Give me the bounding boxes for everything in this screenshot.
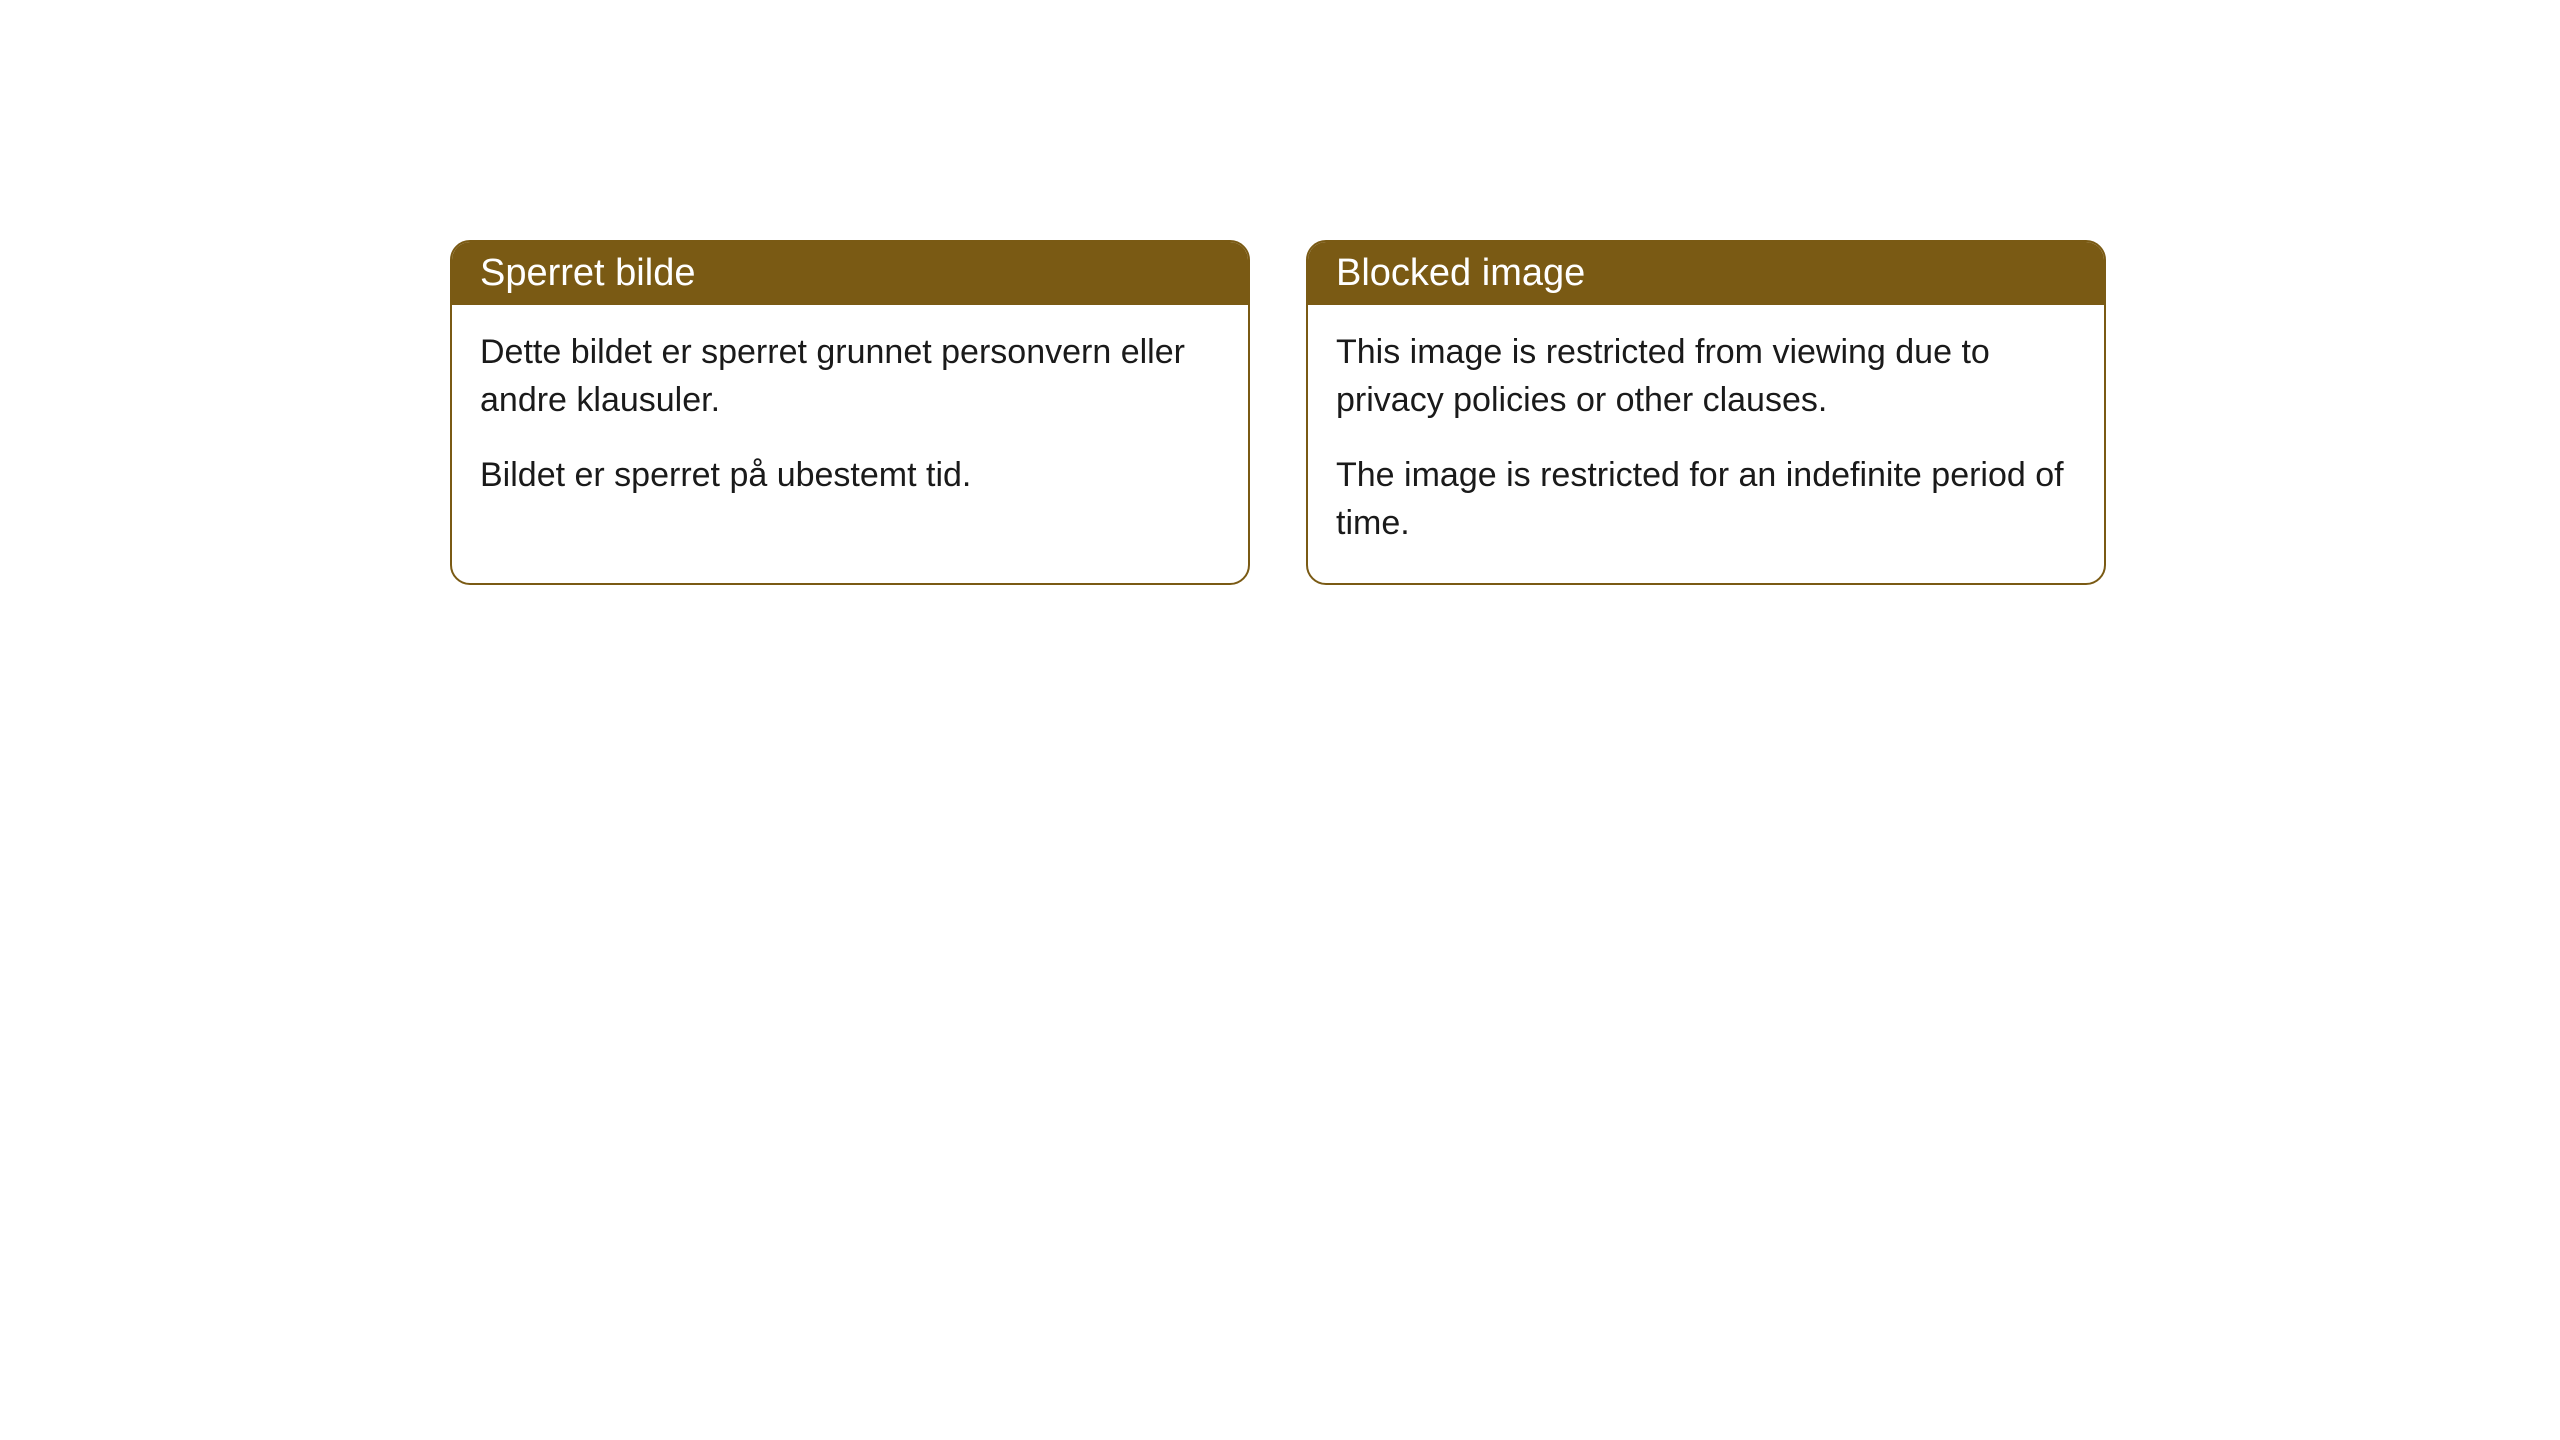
blocked-image-card-norwegian: Sperret bilde Dette bildet er sperret gr… — [450, 240, 1250, 585]
card-title-norwegian: Sperret bilde — [480, 252, 695, 294]
card-paragraph-norwegian-2: Bildet er sperret på ubestemt tid. — [480, 452, 1220, 500]
card-header-english: Blocked image — [1308, 242, 2104, 305]
card-paragraph-english-1: This image is restricted from viewing du… — [1336, 329, 2076, 424]
blocked-image-card-english: Blocked image This image is restricted f… — [1306, 240, 2106, 585]
card-header-norwegian: Sperret bilde — [452, 242, 1248, 305]
card-body-norwegian: Dette bildet er sperret grunnet personve… — [452, 305, 1248, 536]
card-paragraph-english-2: The image is restricted for an indefinit… — [1336, 452, 2076, 547]
card-paragraph-norwegian-1: Dette bildet er sperret grunnet personve… — [480, 329, 1220, 424]
cards-container: Sperret bilde Dette bildet er sperret gr… — [450, 240, 2560, 585]
card-title-english: Blocked image — [1336, 252, 1585, 294]
card-body-english: This image is restricted from viewing du… — [1308, 305, 2104, 583]
